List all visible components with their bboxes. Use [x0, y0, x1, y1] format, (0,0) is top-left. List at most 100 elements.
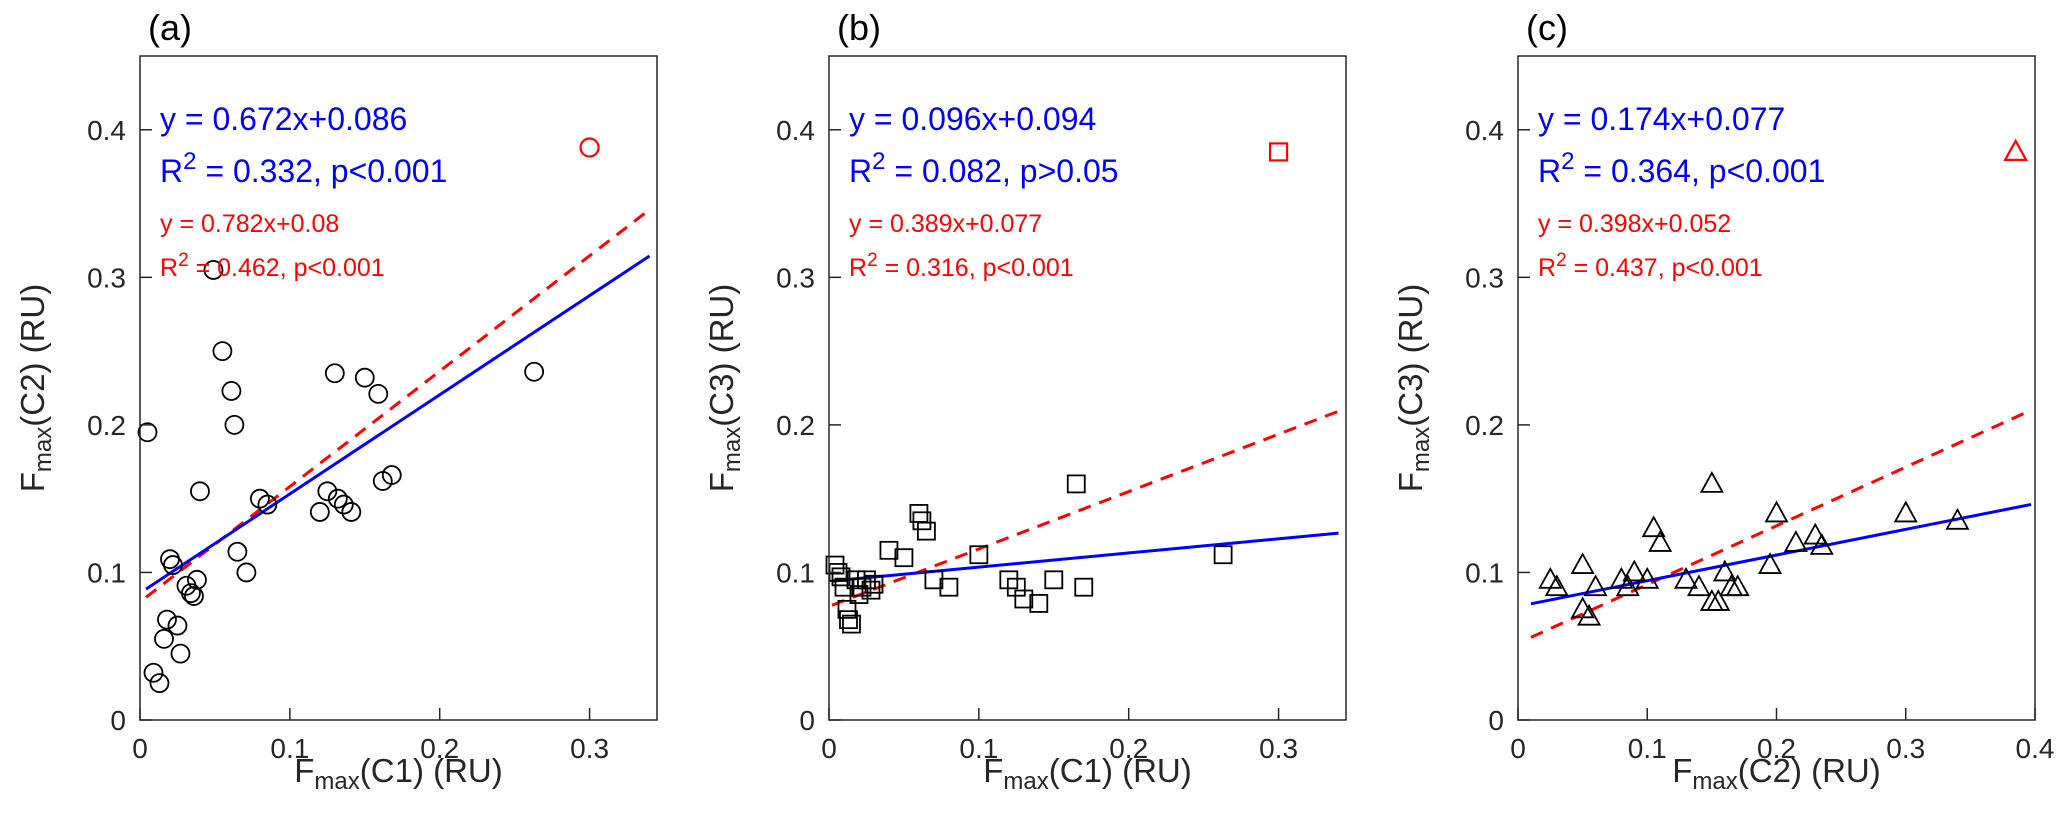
svg-text:0.2: 0.2 — [87, 410, 126, 441]
svg-text:0.3: 0.3 — [1465, 262, 1504, 293]
blue-fit-line — [1530, 502, 2032, 606]
data-point — [137, 422, 158, 443]
axes-box — [828, 55, 1347, 721]
data-point — [837, 599, 857, 619]
data-point — [894, 548, 914, 568]
data-point — [1706, 589, 1731, 611]
data-point — [1074, 577, 1094, 597]
svg-text:0: 0 — [110, 705, 126, 736]
svg-text:0: 0 — [1510, 733, 1526, 764]
red-fit-line — [831, 409, 1340, 607]
x-axis-label: Fmax(C2) (RU) — [1672, 752, 1881, 795]
data-point — [170, 643, 191, 664]
data-point — [163, 555, 183, 575]
data-point — [1570, 552, 1595, 574]
blue-fit-line — [831, 531, 1339, 583]
svg-text:0.2: 0.2 — [1109, 733, 1148, 764]
blue-fit-r2: R2 = 0.364, p<0.001 — [1538, 148, 1825, 189]
data-point — [227, 541, 248, 562]
panel-b-chart: (b) 0 0.1 0.2 0.3 0 0.1 0.2 0.3 0.4 Fmax(C1) (RU)… — [703, 7, 1347, 795]
data-point — [324, 363, 345, 384]
data-point — [524, 361, 545, 382]
data-point — [1544, 574, 1569, 597]
data-point — [1712, 559, 1737, 582]
svg-text:0.2: 0.2 — [1757, 733, 1796, 764]
svg-text:0.2: 0.2 — [1465, 410, 1504, 441]
data-point — [939, 577, 959, 597]
data-point — [1648, 530, 1673, 552]
data-point — [187, 569, 207, 590]
data-point — [1893, 500, 1918, 523]
data-point — [249, 488, 270, 509]
red-fit-line — [145, 208, 651, 599]
data-point — [154, 628, 174, 649]
svg-text:0.1: 0.1 — [1628, 733, 1667, 764]
data-point — [317, 481, 338, 502]
svg-text:0: 0 — [799, 705, 815, 736]
data-point — [212, 341, 233, 362]
data-point — [327, 488, 348, 509]
svg-text:0.3: 0.3 — [570, 733, 609, 764]
data-point — [861, 580, 881, 600]
blue-fit-equation: y = 0.096x+0.094 — [849, 101, 1096, 137]
data-point — [181, 583, 201, 604]
svg-text:0.3: 0.3 — [776, 262, 815, 293]
panel-a-chart: (a) 0 0.1 0.2 0.3 0 0.1 0.2 0.3 0.4 Fmax(C1) (RU)… — [14, 7, 658, 795]
data-point — [1635, 566, 1660, 589]
svg-text:0.3: 0.3 — [87, 262, 126, 293]
data-point — [184, 586, 204, 606]
data-point — [1673, 566, 1699, 589]
red-fit-r2: R2 = 0.437, p<0.001 — [1538, 250, 1763, 282]
data-point — [849, 585, 869, 604]
blue-fit-line — [145, 254, 651, 591]
data-point — [1006, 577, 1026, 597]
data-point — [1725, 574, 1750, 597]
data-point — [1044, 570, 1064, 590]
data-point — [969, 545, 989, 565]
data-point — [149, 673, 170, 694]
panel-c-chart: (c) 0 0.1 0.2 0.3 0.4 0 0.1 0.2 0.3 0.4 Fmax(C2) (… — [1392, 7, 2054, 795]
svg-text:0.1: 0.1 — [87, 557, 126, 588]
data-point — [309, 502, 330, 522]
axes-box — [139, 55, 658, 721]
svg-text:0: 0 — [821, 733, 837, 764]
data-point — [381, 465, 402, 485]
blue-fit-equation: y = 0.174x+0.077 — [1538, 101, 1785, 137]
x-axis: 0 0.1 0.2 0.3 — [132, 708, 609, 764]
red-fit-equation: y = 0.782x+0.08 — [160, 210, 339, 238]
svg-text:0.4: 0.4 — [1465, 115, 1504, 146]
data-point — [157, 609, 177, 630]
blue-fit-r2: R2 = 0.332, p<0.001 — [160, 148, 447, 189]
data-point — [831, 567, 851, 587]
svg-text:0.3: 0.3 — [1259, 733, 1298, 764]
data-point — [1615, 574, 1640, 597]
x-axis-label: Fmax(C1) (RU) — [294, 752, 503, 795]
outlier-point — [1268, 142, 1289, 162]
data-point — [1803, 522, 1828, 545]
blue-fit-r2: R2 = 0.082, p>0.05 — [849, 148, 1119, 189]
svg-text:0: 0 — [132, 733, 148, 764]
data-point — [1066, 474, 1086, 494]
data-point — [190, 481, 210, 502]
red-fit-r2: R2 = 0.316, p<0.001 — [849, 250, 1074, 282]
svg-text:0.4: 0.4 — [87, 115, 126, 146]
data-point — [917, 521, 936, 541]
data-point — [236, 562, 257, 583]
data-point — [846, 570, 866, 590]
y-axis-label: Fmax(C2) (RU) — [14, 284, 57, 493]
data-point — [257, 494, 278, 515]
x-axis-label: Fmax(C1) (RU) — [983, 752, 1192, 795]
outlier-point — [579, 137, 600, 158]
scatter-series — [825, 474, 1233, 634]
data-point — [1699, 471, 1724, 493]
red-fit-equation: y = 0.389x+0.077 — [849, 210, 1042, 238]
svg-text:0.1: 0.1 — [1465, 557, 1504, 588]
data-point — [879, 540, 899, 560]
data-point — [143, 662, 164, 683]
scatter-series — [137, 260, 545, 694]
data-point — [912, 511, 932, 531]
data-point — [999, 570, 1019, 590]
x-axis: 0 0.1 0.2 0.3 — [821, 708, 1298, 764]
svg-text:0.2: 0.2 — [776, 410, 815, 441]
